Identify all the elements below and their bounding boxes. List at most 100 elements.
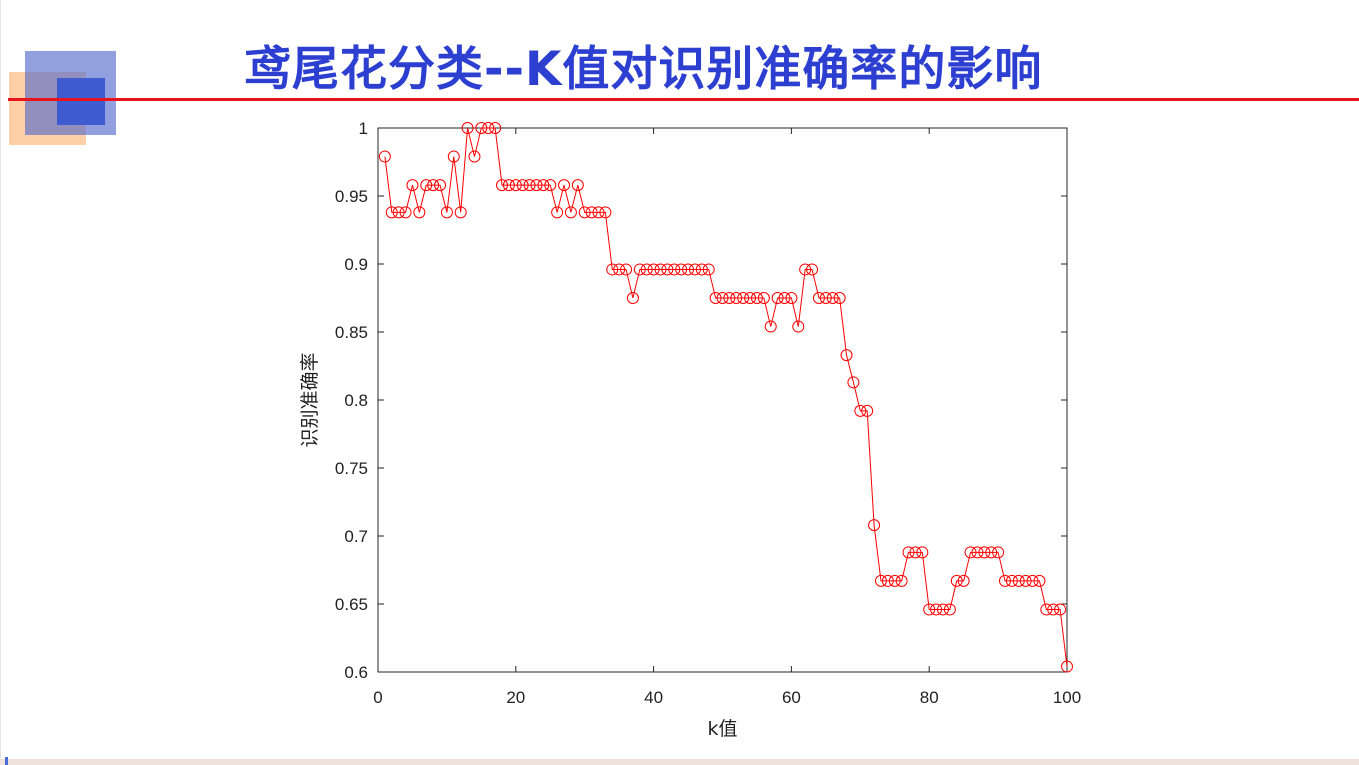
y-tick-label: 1 [359, 119, 368, 138]
data-point-marker [923, 603, 936, 616]
data-point-marker [523, 179, 536, 192]
footer-marker [5, 757, 8, 765]
data-point-marker [1005, 574, 1018, 587]
data-point-marker [599, 206, 612, 219]
data-point-marker [564, 206, 577, 219]
y-tick-label: 0.95 [335, 187, 368, 206]
y-tick-label: 0.85 [335, 323, 368, 342]
data-point-marker [420, 179, 433, 192]
data-point-marker [399, 206, 412, 219]
y-tick-label: 0.8 [344, 391, 368, 410]
data-point-marker [647, 263, 660, 276]
y-tick-label: 0.6 [344, 663, 368, 682]
data-point-marker [709, 292, 722, 304]
y-tick-label: 0.65 [335, 595, 368, 614]
data-point-marker [544, 179, 557, 192]
data-point-marker [537, 179, 550, 192]
data-point-marker [895, 574, 908, 587]
data-point-marker [682, 263, 695, 276]
data-point-marker [1054, 603, 1067, 616]
data-point-marker [964, 546, 977, 559]
data-point-marker [668, 263, 681, 276]
data-point-marker [468, 150, 481, 163]
data-point-marker [1033, 574, 1046, 587]
data-point-marker [385, 206, 398, 219]
y-tick-label: 0.75 [335, 459, 368, 478]
data-point-marker [378, 150, 391, 163]
data-point-marker [998, 574, 1011, 587]
data-point-marker [840, 349, 853, 362]
data-point-marker [606, 263, 619, 276]
y-axis-label: 识别准确率 [299, 352, 321, 447]
footer-band [0, 759, 1359, 765]
data-point-marker [530, 179, 543, 192]
series-line [384, 127, 1068, 667]
data-point-marker [620, 263, 633, 276]
x-tick-label: 40 [644, 688, 663, 707]
data-point-marker [716, 292, 729, 304]
x-tick-label: 80 [920, 688, 939, 707]
data-point-marker [592, 206, 605, 219]
data-point-marker [489, 122, 502, 134]
data-point-marker [675, 263, 688, 276]
data-point-marker [985, 546, 998, 559]
x-tick-label: 60 [782, 688, 801, 707]
data-point-marker [757, 292, 770, 304]
data-point-marker [633, 263, 646, 276]
data-point-marker [502, 179, 515, 192]
data-point-marker [785, 292, 798, 304]
decorative-square-dark-blue [57, 78, 105, 125]
data-point-marker [558, 179, 571, 192]
data-point-marker [1040, 603, 1053, 616]
data-point-marker [730, 292, 743, 304]
data-point-marker [992, 546, 1005, 559]
data-point-marker [888, 574, 901, 587]
data-point-marker [792, 320, 805, 333]
data-point-marker [578, 206, 591, 219]
data-point-marker [971, 546, 984, 559]
data-point-marker [496, 179, 509, 192]
data-point-marker [509, 179, 522, 192]
data-point-marker [640, 263, 653, 276]
x-tick-label: 100 [1053, 688, 1081, 707]
data-point-marker [943, 603, 956, 616]
data-point-marker [454, 206, 467, 219]
data-point-marker [413, 206, 426, 219]
x-axis-label: k值 [707, 718, 737, 740]
data-point-marker [654, 263, 667, 276]
data-point-marker [551, 206, 564, 219]
data-point-marker [881, 574, 894, 587]
data-point-marker [909, 546, 922, 559]
data-point-marker [1019, 574, 1032, 587]
data-point-marker [744, 292, 757, 304]
data-point-marker [826, 292, 839, 304]
data-point-marker [475, 122, 488, 134]
data-point-marker [427, 179, 440, 192]
data-point-marker [737, 292, 750, 304]
data-point-marker [440, 206, 453, 219]
data-point-marker [461, 122, 474, 134]
data-point-marker [950, 574, 963, 587]
x-tick-label: 0 [373, 688, 382, 707]
data-point-marker [750, 292, 763, 304]
x-tick-label: 20 [506, 688, 525, 707]
data-point-marker [957, 574, 970, 587]
data-point-marker [661, 263, 674, 276]
data-point-marker [771, 292, 784, 304]
title-underline [8, 98, 1359, 101]
data-point-marker [613, 263, 626, 276]
data-point-marker [1047, 603, 1060, 616]
data-point-marker [799, 263, 812, 276]
data-point-marker [868, 519, 881, 532]
data-point-marker [392, 206, 405, 219]
data-point-marker [819, 292, 832, 304]
data-point-marker [571, 179, 584, 192]
data-point-marker [482, 122, 495, 134]
data-point-marker [764, 320, 777, 333]
data-point-marker [916, 546, 929, 559]
data-point-marker [585, 206, 598, 219]
chart-area: 0 20 40 60 80 100 0.6 0.65 0.7 0.75 0.8 0.85 0.9 0.95… [299, 119, 1081, 740]
data-point-marker [447, 150, 460, 163]
left-edge-rule [0, 0, 1, 765]
